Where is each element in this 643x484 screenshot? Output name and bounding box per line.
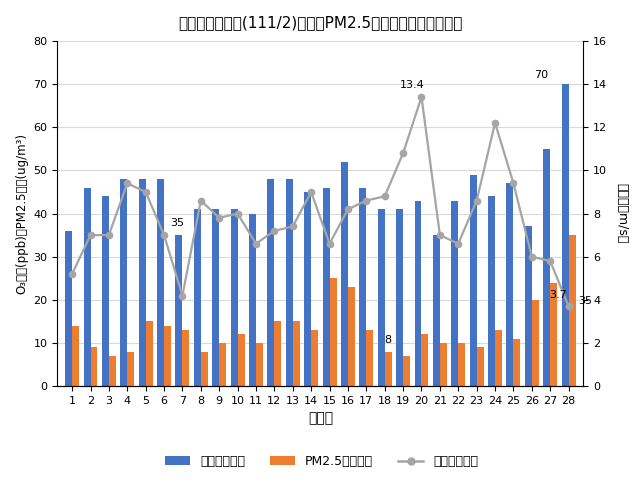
Bar	[146, 321, 152, 386]
Bar	[341, 162, 348, 386]
Bar	[102, 196, 109, 386]
Text: 13.4: 13.4	[400, 80, 424, 91]
Bar	[525, 227, 532, 386]
Bar	[267, 179, 275, 386]
Bar	[323, 188, 330, 386]
Bar	[396, 209, 403, 386]
Bar	[238, 334, 244, 386]
Bar	[164, 326, 171, 386]
Bar	[488, 196, 495, 386]
X-axis label: 日　期: 日 期	[308, 411, 333, 425]
Bar	[176, 235, 183, 386]
Bar	[422, 334, 428, 386]
Bar	[403, 356, 410, 386]
Bar	[469, 175, 476, 386]
Bar	[157, 179, 164, 386]
Bar	[532, 300, 539, 386]
Bar	[550, 283, 557, 386]
Bar	[359, 188, 367, 386]
Bar	[440, 343, 447, 386]
Bar	[311, 330, 318, 386]
Bar	[139, 179, 146, 386]
Text: 8: 8	[385, 335, 392, 345]
Bar	[377, 209, 385, 386]
Title: 環保署大城測站(111/2)臭氧、PM2.5與風速日平均值趨勢圖: 環保署大城測站(111/2)臭氧、PM2.5與風速日平均值趨勢圖	[178, 15, 462, 30]
Y-axis label: O₃濃度(ppb)、PM2.5濃度(ug/m³): O₃濃度(ppb)、PM2.5濃度(ug/m³)	[15, 133, 28, 294]
Bar	[476, 348, 484, 386]
Legend: 臭氧日平均値, PM2.5日平均値, 風速日平均値: 臭氧日平均値, PM2.5日平均値, 風速日平均値	[160, 450, 483, 473]
Bar	[293, 321, 300, 386]
Bar	[330, 278, 336, 386]
Bar	[219, 343, 226, 386]
Bar	[385, 352, 392, 386]
Bar	[507, 183, 514, 386]
Bar	[84, 188, 91, 386]
Bar	[458, 343, 466, 386]
Bar	[451, 200, 458, 386]
Bar	[212, 209, 219, 386]
Bar	[201, 352, 208, 386]
Bar	[249, 213, 256, 386]
Bar	[514, 339, 520, 386]
Text: 35: 35	[578, 296, 592, 306]
Bar	[495, 330, 502, 386]
Bar	[109, 356, 116, 386]
Bar	[120, 179, 127, 386]
Text: 3.7: 3.7	[548, 290, 566, 300]
Bar	[561, 84, 568, 386]
Bar	[183, 330, 190, 386]
Bar	[415, 200, 422, 386]
Y-axis label: 風　速（m/s）: 風 速（m/s）	[615, 183, 628, 244]
Bar	[367, 330, 374, 386]
Bar	[543, 149, 550, 386]
Bar	[231, 209, 238, 386]
Bar	[256, 343, 263, 386]
Bar	[348, 287, 355, 386]
Text: 35: 35	[170, 218, 184, 228]
Bar	[127, 352, 134, 386]
Bar	[275, 321, 282, 386]
Bar	[304, 192, 311, 386]
Bar	[72, 326, 79, 386]
Text: 70: 70	[534, 70, 548, 79]
Bar	[568, 235, 575, 386]
Bar	[433, 235, 440, 386]
Bar	[91, 348, 98, 386]
Bar	[65, 231, 72, 386]
Bar	[285, 179, 293, 386]
Bar	[194, 209, 201, 386]
